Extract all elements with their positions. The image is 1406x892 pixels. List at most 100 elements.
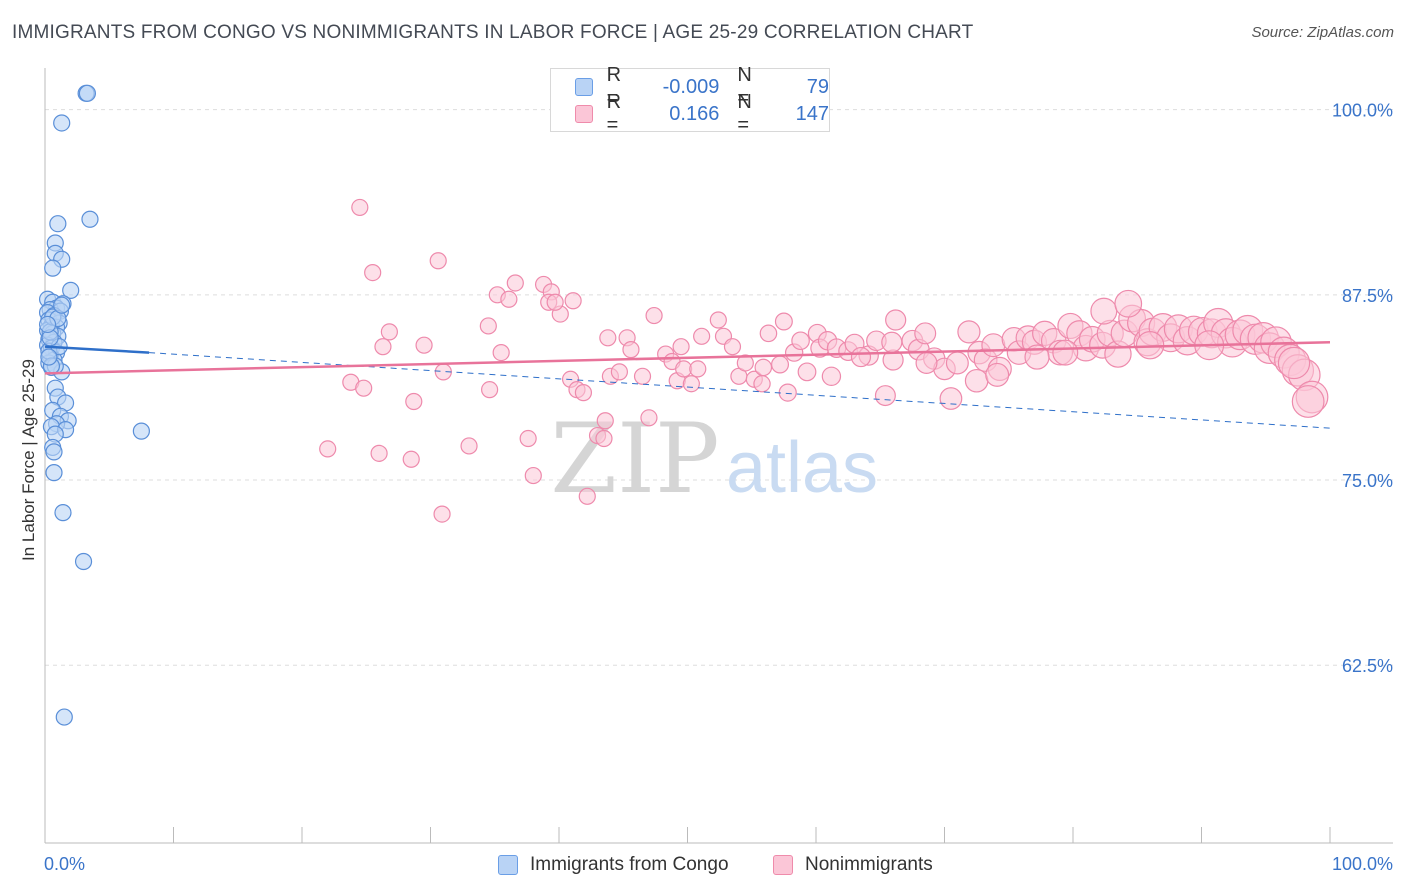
data-point-nonimmigrant <box>402 450 420 468</box>
data-point-nonimmigrant <box>380 323 398 341</box>
swatch-blue <box>575 78 593 96</box>
data-point-nonimmigrant <box>364 264 382 282</box>
y-tick-label: 100.0% <box>1332 101 1393 121</box>
legend-item-congo[interactable]: Immigrants from Congo <box>498 852 729 878</box>
data-point-nonimmigrant <box>1090 297 1118 325</box>
data-point-nonimmigrant <box>524 466 542 485</box>
data-point-nonimmigrant <box>771 355 790 374</box>
data-point-nonimmigrant <box>481 381 499 399</box>
data-point-nonimmigrant <box>774 312 793 331</box>
r-label: R = <box>606 64 622 109</box>
legend-swatch-pink <box>773 855 793 875</box>
data-point-nonimmigrant <box>881 331 903 353</box>
data-point-nonimmigrant <box>429 252 447 270</box>
data-point-nonimmigrant <box>985 362 1010 387</box>
data-point-nonimmigrant <box>753 375 771 393</box>
chart-title: IMMIGRANTS FROM CONGO VS NONIMMIGRANTS I… <box>12 22 974 43</box>
data-point-congo <box>62 281 80 299</box>
data-point-congo <box>40 348 58 366</box>
data-point-nonimmigrant <box>633 367 652 385</box>
data-point-nonimmigrant <box>915 351 938 374</box>
legend-item-nonimmigrants[interactable]: Nonimmigrants <box>773 852 933 878</box>
data-point-nonimmigrant <box>610 363 628 381</box>
data-point-nonimmigrant <box>546 293 564 311</box>
data-point-nonimmigrant <box>689 360 707 378</box>
x-tick-label: 100.0% <box>1332 854 1393 874</box>
data-point-nonimmigrant <box>1024 344 1050 370</box>
swatch-pink <box>575 105 593 123</box>
data-point-nonimmigrant <box>1114 289 1143 318</box>
data-point-nonimmigrant <box>599 329 617 347</box>
data-point-congo <box>54 504 72 522</box>
trend-line-congo <box>44 345 150 354</box>
x-tick-label: 0.0% <box>44 854 85 874</box>
n-label: N = <box>737 91 752 136</box>
data-point-nonimmigrant <box>1291 385 1325 418</box>
data-point-congo <box>78 84 97 102</box>
data-point-nonimmigrant <box>709 311 727 329</box>
trend-line-nonimmigrants <box>44 340 1331 375</box>
watermark-atlas: atlas <box>726 428 878 508</box>
data-point-nonimmigrant <box>981 333 1006 358</box>
data-point-nonimmigrant <box>759 324 778 343</box>
data-point-nonimmigrant <box>433 505 451 523</box>
data-point-nonimmigrant <box>850 346 872 368</box>
data-point-nonimmigrant <box>596 412 614 430</box>
data-point-nonimmigrant <box>374 338 392 356</box>
data-point-congo <box>132 422 150 440</box>
data-point-nonimmigrant <box>351 198 369 217</box>
series-legend: Immigrants from Congo Nonimmigrants <box>0 852 1406 878</box>
y-tick-label: 62.5% <box>1342 656 1393 676</box>
data-point-nonimmigrant <box>500 290 518 308</box>
data-point-congo <box>55 708 73 726</box>
data-point-nonimmigrant <box>506 274 524 292</box>
data-point-nonimmigrant <box>672 338 690 356</box>
data-point-congo <box>45 443 63 461</box>
data-point-congo <box>49 215 67 233</box>
data-point-nonimmigrant <box>519 429 537 448</box>
trend-lines <box>44 340 1331 429</box>
data-point-congo <box>53 114 71 132</box>
watermark-zip: ZIP <box>550 403 719 515</box>
data-point-nonimmigrant <box>821 366 842 387</box>
data-point-congo <box>44 259 62 277</box>
stats-row-congo: R = -0.009 N = 79 <box>551 64 830 109</box>
data-point-nonimmigrant <box>914 322 937 345</box>
data-point-congo <box>74 552 93 571</box>
stats-legend: R = -0.009 N = 79 R = 0.166 N = 147 <box>550 64 830 136</box>
data-point-nonimmigrant <box>957 320 981 344</box>
data-point-nonimmigrant <box>885 309 907 331</box>
data-point-nonimmigrant <box>754 358 773 377</box>
data-point-nonimmigrant <box>723 338 742 356</box>
y-axis-label: In Labor Force | Age 25-29 <box>19 359 38 561</box>
data-point-nonimmigrant <box>370 444 388 462</box>
data-point-nonimmigrant <box>1052 339 1079 366</box>
axes <box>44 68 1393 844</box>
data-point-congo <box>45 464 63 482</box>
data-point-nonimmigrant <box>578 487 596 505</box>
stats-row-nonimmigrants: R = 0.166 N = 147 <box>551 91 830 136</box>
data-point-congo <box>53 296 71 314</box>
data-point-nonimmigrant <box>874 385 896 407</box>
data-point-nonimmigrant <box>645 306 663 325</box>
n-value: 147 <box>795 102 830 125</box>
data-point-nonimmigrant <box>564 292 582 310</box>
data-point-nonimmigrant <box>319 440 337 458</box>
data-point-nonimmigrant <box>492 344 510 362</box>
data-point-nonimmigrant <box>736 354 754 372</box>
data-point-nonimmigrant <box>945 351 969 375</box>
y-tick-label: 87.5% <box>1342 286 1393 306</box>
data-point-congo <box>38 315 57 334</box>
r-value: -0.009 <box>662 75 720 98</box>
data-point-nonimmigrant <box>405 392 423 411</box>
data-point-nonimmigrant <box>574 384 593 402</box>
data-point-nonimmigrant <box>479 317 497 335</box>
data-point-nonimmigrant <box>797 362 817 382</box>
data-point-nonimmigrant <box>622 341 640 359</box>
legend-label: Nonimmigrants <box>805 854 933 875</box>
n-value: 79 <box>806 75 830 98</box>
data-point-nonimmigrant <box>791 331 810 351</box>
data-point-nonimmigrant <box>778 383 797 402</box>
legend-swatch-blue <box>498 855 518 875</box>
